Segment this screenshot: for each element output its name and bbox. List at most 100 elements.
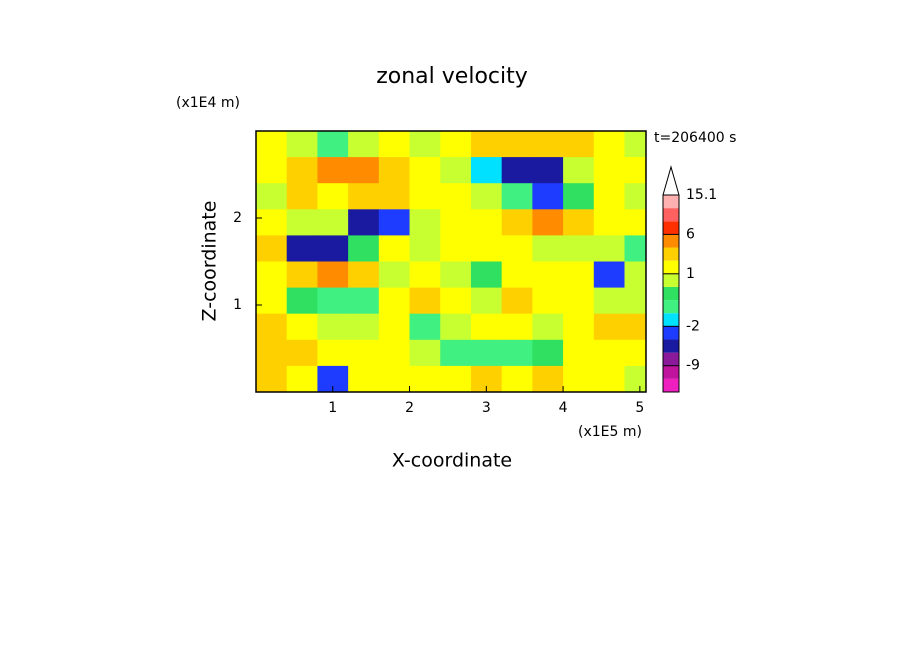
field-cell (256, 183, 288, 210)
chart-title: zonal velocity (376, 64, 528, 89)
field-cell (532, 209, 564, 236)
field-cell (470, 235, 503, 262)
field-cell (563, 209, 595, 236)
field-cell (286, 365, 318, 392)
field-cell (470, 209, 503, 236)
colorbar-label: 1 (686, 266, 695, 282)
field-cell (593, 313, 626, 341)
field-cell (378, 261, 411, 289)
time-label: t=206400 s (654, 130, 736, 146)
field-cell (317, 183, 349, 210)
field-cell (501, 365, 533, 392)
field-cell (317, 313, 349, 341)
field-cell (256, 287, 288, 315)
field-cell (348, 235, 380, 262)
field-cell (563, 157, 595, 184)
x-unit: (x1E5 m) (578, 424, 642, 440)
field-cell (563, 131, 595, 158)
field-cell (286, 313, 318, 341)
field-cell (440, 235, 472, 262)
field-cell (256, 339, 288, 367)
field-cell (378, 313, 411, 341)
y-axis-label: Z-coordinate (199, 201, 221, 322)
x-tick-label: 4 (559, 400, 568, 416)
field-cell (532, 339, 564, 367)
colorbar-label: -9 (686, 358, 700, 374)
field-cell (286, 339, 318, 367)
field-cell (624, 313, 646, 341)
field (256, 131, 646, 392)
field-cell (563, 365, 595, 392)
field-cell (317, 261, 349, 289)
colorbar-segment (663, 286, 679, 301)
field-cell (440, 261, 472, 289)
field-cell (256, 365, 288, 392)
field-cell (348, 313, 380, 341)
field-cell (256, 313, 288, 341)
field-cell (470, 261, 503, 289)
field-cell (409, 183, 441, 210)
field-cell (409, 157, 441, 184)
colorbar-segment (663, 234, 679, 248)
field-cell (378, 365, 411, 392)
field-cell (348, 287, 380, 315)
field-cell (348, 365, 380, 392)
field-cell (593, 209, 626, 236)
field-cell (440, 157, 472, 184)
field-cell (532, 287, 564, 315)
field-cell (440, 131, 472, 158)
field-cell (286, 157, 318, 184)
field-cell (409, 261, 441, 289)
field-cell (501, 261, 533, 289)
field-cell (501, 339, 533, 367)
field-cell (286, 131, 318, 158)
field-cell (470, 131, 503, 158)
field-cell (593, 131, 626, 158)
field-cell (256, 157, 288, 184)
field-cell (593, 365, 626, 392)
field-cell (532, 313, 564, 341)
field-cell (624, 131, 646, 158)
x-tick-label: 3 (482, 400, 491, 416)
field-cell (501, 183, 533, 210)
field-cell (317, 287, 349, 315)
field-cell (378, 183, 411, 210)
field-cell (286, 235, 318, 262)
field-cell (378, 209, 411, 236)
field-cell (440, 287, 472, 315)
field-cell (378, 131, 411, 158)
field-cell (256, 261, 288, 289)
colorbar-segment (663, 326, 679, 340)
field-cell (348, 157, 380, 184)
plot-frame (255, 130, 647, 393)
colorbar-segment (663, 247, 679, 261)
field-cell (409, 339, 441, 367)
field-cell (563, 183, 595, 210)
field-cell (256, 209, 288, 236)
field-cell (501, 235, 533, 262)
field-cell (317, 235, 349, 262)
field-cell (624, 157, 646, 184)
x-tick-label: 1 (328, 400, 337, 416)
field-cell (440, 209, 472, 236)
field-cell (624, 235, 646, 262)
field-cell (501, 209, 533, 236)
field-cell (286, 183, 318, 210)
colorbar-label: 15.1 (686, 187, 717, 203)
field-cell (624, 339, 646, 367)
field-cell (470, 313, 503, 341)
colorbar-segment (663, 273, 679, 287)
field-cell (409, 235, 441, 262)
field-cell (317, 157, 349, 184)
colorbar-segment (663, 208, 679, 222)
field-cell (563, 235, 595, 262)
field-cell (624, 209, 646, 236)
field-cell (624, 287, 646, 315)
field-cell (348, 209, 380, 236)
field-cell (501, 131, 533, 158)
field-cell (378, 157, 411, 184)
overlay: 1 2 3 4 5 1 2 15.1 6 1 -2 -9 (233, 130, 717, 416)
field-cell (409, 365, 441, 392)
field-cell (256, 131, 288, 158)
